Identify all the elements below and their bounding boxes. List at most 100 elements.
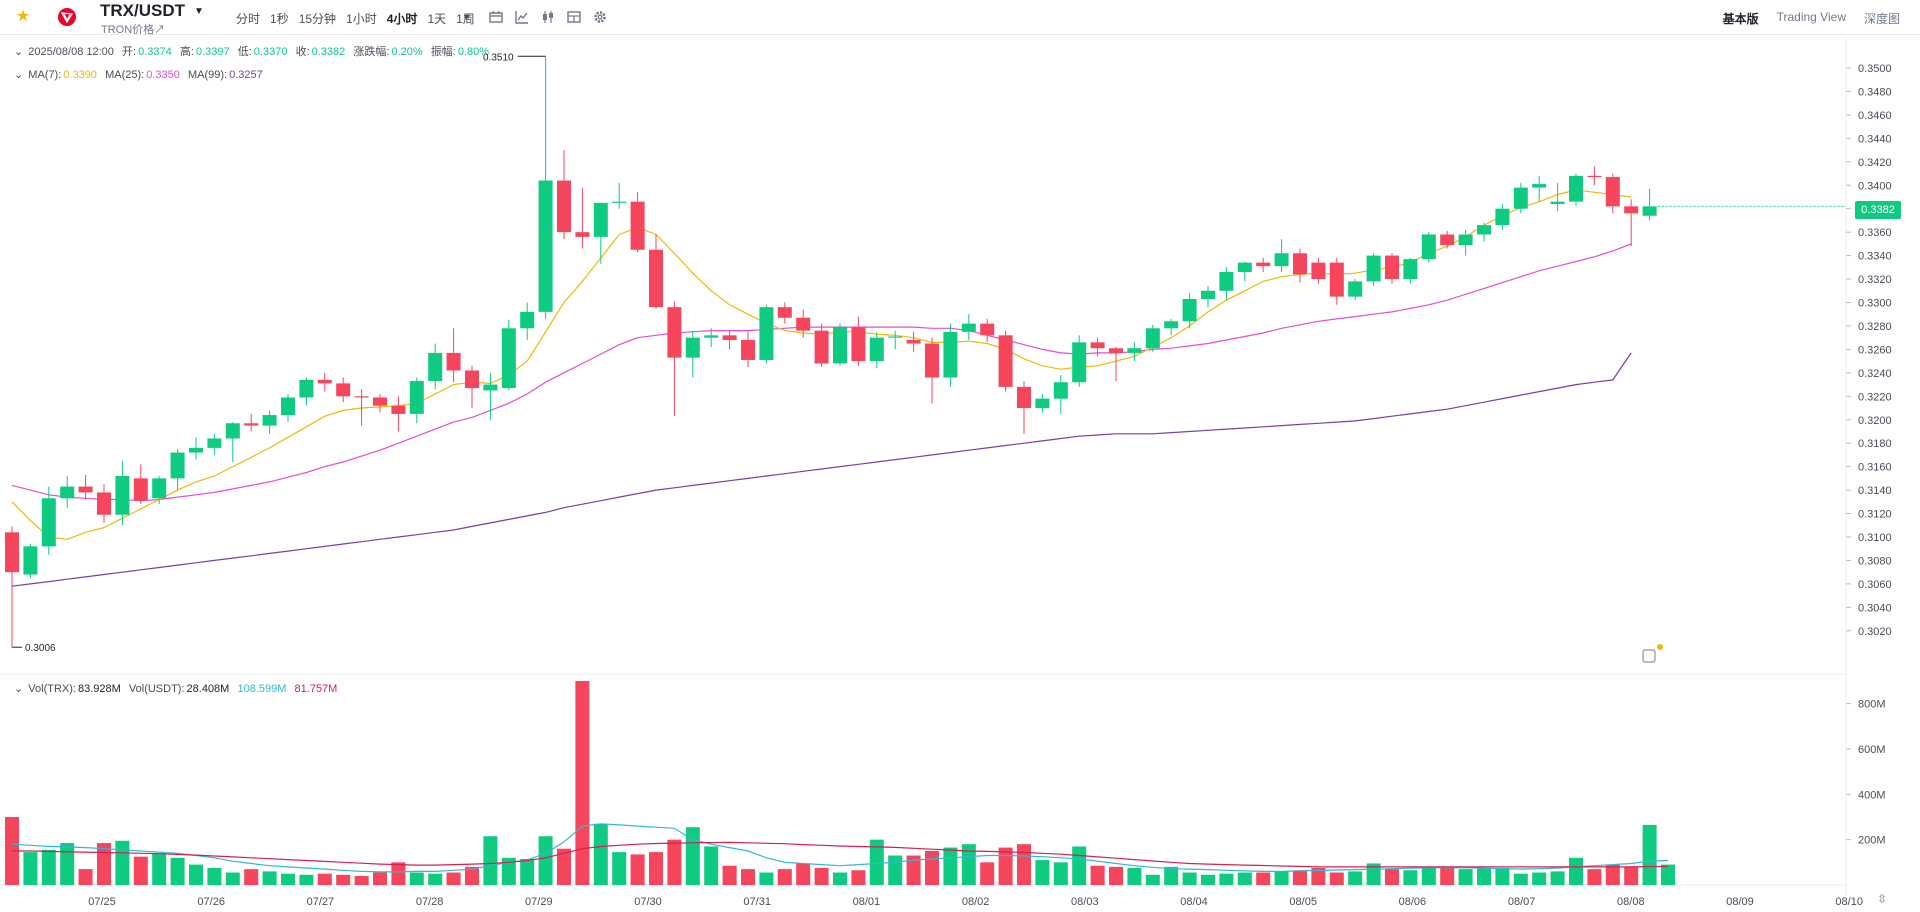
layout-icon[interactable] [566, 9, 582, 25]
candle-down [1587, 175, 1602, 178]
candle-up [833, 327, 847, 364]
volume-bar-up [1348, 871, 1363, 885]
tab-interval-time[interactable]: 分时 [236, 12, 261, 26]
candle-down [814, 330, 829, 364]
price-tick-label: 0.3400 [1858, 180, 1892, 192]
tab-view-depth[interactable]: 深度图 [1863, 12, 1900, 26]
volume-bar-down [649, 852, 663, 885]
tron-price-link[interactable]: TRON价格↗ [101, 24, 166, 36]
volume-bar-down [133, 856, 148, 885]
date-tick-label: 08/03 [1071, 896, 1099, 908]
ohlc-legend: ⌄ 2025/08/08 12:00 开: 0.3374 高: 0.3397 低: 0… [14, 43, 491, 59]
volume-bar-up [1661, 864, 1675, 885]
tab-interval-15m[interactable]: 15分钟 [298, 12, 337, 26]
candle-down [667, 307, 682, 358]
price-tick-label: 0.3300 [1858, 298, 1892, 310]
volume-bar-up [1053, 862, 1068, 885]
volume-bar-up [60, 843, 75, 885]
volume-bar-up [538, 836, 553, 885]
alert-icon [1642, 649, 1656, 663]
candle-up [428, 352, 443, 382]
indicator-icon[interactable] [514, 9, 530, 25]
volume-bar-down [1440, 867, 1455, 885]
volume-bar-up [888, 855, 903, 885]
volume-bar-down [78, 869, 93, 885]
high-label: 高: [179, 46, 194, 58]
ma25-value: 0.3350 [146, 69, 180, 81]
candle-down [317, 379, 332, 384]
date-tick-label: 08/09 [1726, 896, 1754, 908]
tab-interval-1d[interactable]: 1天 [427, 12, 447, 26]
gear-icon[interactable] [592, 9, 608, 25]
legend-collapse-icon[interactable]: ⌄ [14, 46, 24, 58]
volume-bar-up [869, 839, 884, 885]
candle-up [1513, 187, 1528, 209]
ma25-line [11, 243, 1632, 502]
volume-bar-down [1017, 844, 1031, 885]
volume-bar-up [1532, 872, 1547, 885]
volume-bar-up [1458, 869, 1473, 885]
volume-bar-up [207, 867, 222, 885]
candle-up [23, 546, 38, 575]
volume-bar-down [336, 874, 351, 885]
candle-up [1532, 184, 1547, 188]
volume-collapse-icon[interactable]: ⌄ [14, 683, 24, 695]
volume-bar-down [575, 680, 590, 885]
tab-view-tradingview[interactable]: Trading View [1776, 10, 1846, 24]
volume-bar-up [23, 852, 38, 885]
candle-up [1182, 298, 1197, 322]
volume-bar-up [115, 840, 130, 885]
date-tick-label: 08/04 [1180, 896, 1208, 908]
change-value: 0.20% [391, 46, 423, 58]
pair-dropdown-icon[interactable]: ▼ [194, 6, 204, 17]
candle-up [1366, 255, 1381, 282]
candle-up [1274, 253, 1289, 267]
ma-collapse-icon[interactable]: ⌄ [14, 69, 24, 81]
volume-bar-up [1145, 874, 1160, 885]
volume-bar-down [741, 869, 755, 885]
tab-interval-1h[interactable]: 1小时 [346, 12, 377, 26]
price-tick-label: 0.3160 [1858, 462, 1892, 474]
low-marker-label: 0.3006 [25, 643, 56, 654]
tab-interval-4h[interactable]: 4小时 [386, 12, 418, 26]
volume-ma1-line [11, 823, 1669, 873]
candle-up [612, 201, 627, 203]
low-label: 低: [237, 46, 252, 58]
volume-bar-down [796, 863, 811, 885]
volume-bar-up [1164, 866, 1179, 885]
price-tick-label: 0.3440 [1858, 133, 1892, 145]
more-intervals-icon[interactable]: ▼ [462, 12, 471, 22]
price-tick-label: 0.3040 [1858, 602, 1892, 614]
star-icon[interactable]: ★ [15, 8, 31, 25]
volume-bar-down [1587, 869, 1602, 885]
date-tick-label: 08/10 [1835, 896, 1863, 908]
candle-up [483, 384, 498, 391]
axis-settings-icon: ⇳ [1877, 892, 1887, 906]
tab-interval-1s[interactable]: 1秒 [270, 12, 289, 26]
candle-down [741, 340, 755, 360]
tab-interval-1w[interactable]: 1周 [456, 12, 475, 26]
price-tick-label: 0.3220 [1858, 391, 1892, 403]
candle-down [1293, 253, 1307, 275]
volume-bar-down [814, 867, 829, 885]
candle-up [1072, 342, 1087, 383]
volume-bar-down [557, 848, 571, 885]
volume-bar-up [1495, 867, 1510, 885]
tab-view-basic[interactable]: 基本版 [1722, 12, 1759, 26]
candle-down [906, 340, 921, 344]
date-tick-label: 07/28 [416, 896, 444, 908]
price-tick-label: 0.3140 [1858, 485, 1892, 497]
volume-bar-up [225, 872, 240, 885]
volume-bar-down [317, 873, 332, 885]
candle-type-icon[interactable] [540, 9, 556, 25]
candle-down [998, 335, 1013, 387]
calendar-icon[interactable] [488, 9, 504, 25]
candle-up [593, 202, 608, 237]
pair-title[interactable]: TRX/USDT [100, 1, 185, 20]
candle-up [281, 397, 295, 416]
candle-up [1495, 208, 1510, 226]
volume-bar-down [373, 872, 387, 885]
volume-bar-down [906, 855, 921, 885]
alert-dot-icon [1657, 644, 1663, 650]
